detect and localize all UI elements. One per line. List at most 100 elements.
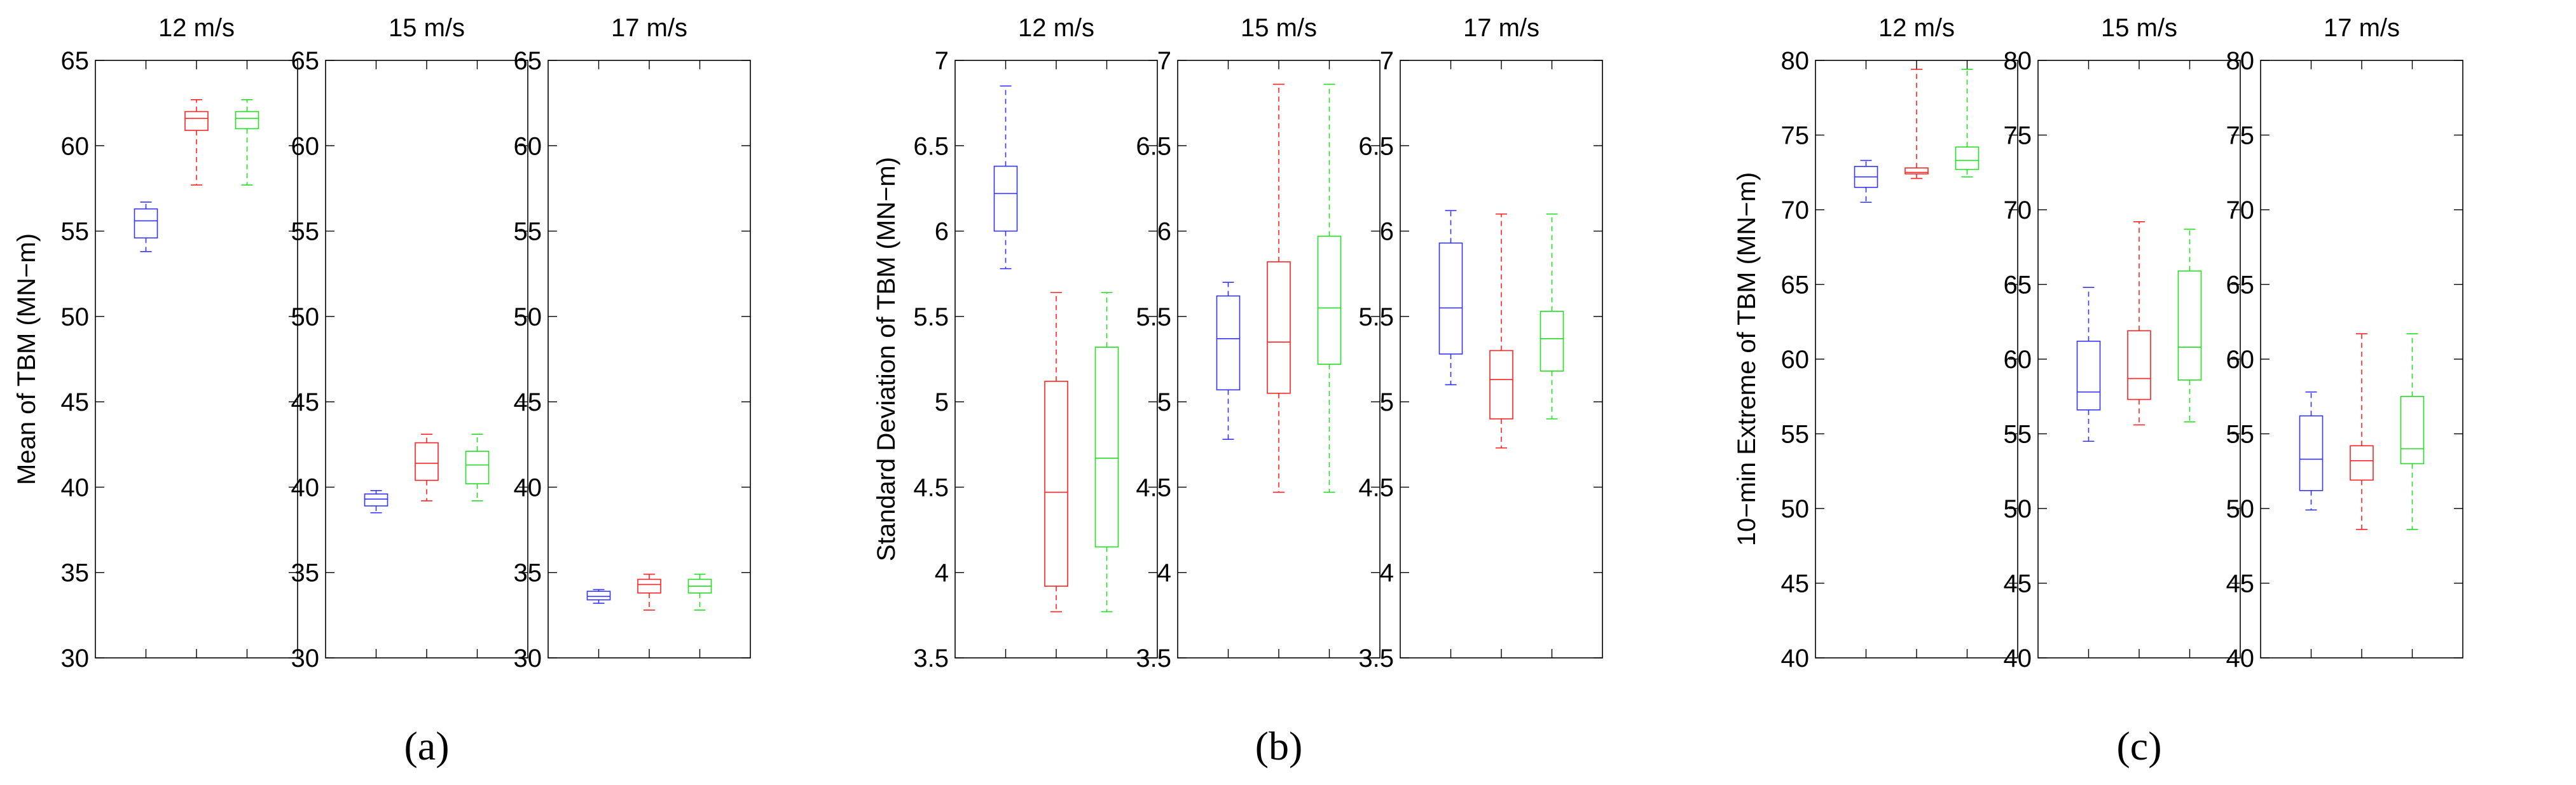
- y-tick-label: 65: [291, 47, 320, 75]
- y-tick-label: 7: [1157, 47, 1171, 75]
- y-tick-label: 80: [2226, 47, 2255, 75]
- y-tick-label: 40: [2004, 645, 2032, 672]
- y-tick-label: 40: [514, 474, 542, 502]
- box-1: [2299, 391, 2324, 511]
- box-1: [134, 201, 158, 252]
- figure-caption-b: (b): [1255, 723, 1303, 768]
- y-tick-label: 60: [2226, 346, 2255, 374]
- y-tick-label: 6.5: [913, 132, 949, 160]
- box-1: [1216, 282, 1241, 440]
- y-axis-label: Mean of TBM (MN−m): [13, 233, 41, 485]
- y-tick-label: 45: [2004, 570, 2032, 598]
- axes-frame: [2260, 60, 2463, 659]
- axes-frame: [2037, 60, 2241, 659]
- y-tick-label: 6: [1380, 218, 1394, 246]
- y-tick-label: 4.5: [913, 474, 949, 502]
- box-body: [1317, 235, 1342, 365]
- y-tick-label: 5: [1380, 388, 1394, 416]
- y-tick-label: 65: [2004, 271, 2032, 299]
- box-1: [1854, 160, 1878, 203]
- box-body: [184, 111, 209, 131]
- y-tick-label: 55: [2004, 421, 2032, 449]
- box-3: [235, 99, 259, 186]
- panel-c-2: 15 m/s 40 45 50 55 60 65 70 75 80: [2004, 14, 2241, 672]
- box-body: [134, 208, 158, 239]
- box-body: [1904, 167, 1929, 175]
- panel-title: 17 m/s: [2324, 14, 2400, 42]
- y-tick-label: 5.5: [1358, 303, 1394, 331]
- y-tick-label: 55: [2226, 421, 2255, 449]
- box-2: [637, 573, 661, 611]
- y-axis-label: 10−min Extreme of TBM (MN−m): [1733, 172, 1761, 546]
- box-3: [2400, 333, 2425, 530]
- y-tick-label: 65: [2226, 271, 2255, 299]
- y-tick-label: 5.5: [913, 303, 949, 331]
- box-body: [235, 111, 259, 130]
- y-tick-label: 30: [514, 645, 542, 672]
- box-body: [2299, 415, 2324, 491]
- panel-b-3: 17 m/s 3.5 4 4.5 5 5.5 6 6.5 7: [1358, 14, 1603, 672]
- box-3: [687, 573, 712, 611]
- y-tick-label: 75: [2226, 122, 2255, 150]
- y-tick-label: 70: [2226, 196, 2255, 224]
- y-tick-label: 3.5: [913, 645, 949, 672]
- y-tick-label: 60: [61, 132, 90, 160]
- box-2: [1044, 292, 1068, 613]
- box-2: [2127, 221, 2151, 426]
- y-tick-label: 7: [1380, 47, 1394, 75]
- panel-a-1: 12 m/s 30 35 40 45 50 55 60 65: [61, 14, 298, 672]
- box-body: [2076, 340, 2101, 411]
- y-tick-label: 65: [514, 47, 542, 75]
- y-tick-label: 50: [514, 303, 542, 331]
- y-tick-label: 5: [935, 388, 949, 416]
- box-body: [1489, 350, 1513, 420]
- figure-caption-c: (c): [2116, 723, 2161, 768]
- panel-a-2: 15 m/s 30 35 40 45 50 55 60 65: [291, 14, 528, 672]
- box-3: [1955, 69, 1980, 178]
- y-tick-label: 30: [291, 645, 320, 672]
- y-tick-label: 6.5: [1358, 132, 1394, 160]
- y-tick-label: 30: [61, 645, 90, 672]
- y-tick-label: 80: [1781, 47, 1810, 75]
- y-tick-label: 35: [291, 559, 320, 587]
- box-body: [364, 493, 389, 507]
- box-body: [2350, 445, 2374, 481]
- y-tick-label: 45: [2226, 570, 2255, 598]
- y-tick-label: 6.5: [1136, 132, 1171, 160]
- box-body: [2400, 395, 2425, 465]
- box-2: [1904, 69, 1929, 179]
- y-tick-label: 40: [1781, 645, 1810, 672]
- y-tick-label: 70: [2004, 196, 2032, 224]
- axes-frame: [1400, 60, 1603, 659]
- y-tick-label: 5.5: [1136, 303, 1171, 331]
- y-tick-label: 4.5: [1136, 474, 1171, 502]
- panel-b-2: 15 m/s 3.5 4 4.5 5 5.5 6 6.5 7: [1136, 14, 1381, 672]
- box-3: [1539, 213, 1564, 420]
- y-tick-label: 50: [61, 303, 90, 331]
- box-body: [1094, 346, 1119, 548]
- y-tick-label: 50: [291, 303, 320, 331]
- y-tick-label: 3.5: [1136, 645, 1171, 672]
- axes-frame: [548, 60, 751, 659]
- y-tick-label: 55: [61, 218, 90, 246]
- y-tick-label: 65: [1781, 271, 1810, 299]
- y-tick-label: 75: [2004, 122, 2032, 150]
- y-tick-label: 40: [291, 474, 320, 502]
- y-tick-label: 45: [291, 388, 320, 416]
- box-3: [1094, 292, 1119, 613]
- box-3: [2177, 228, 2202, 423]
- box-body: [465, 451, 490, 484]
- y-tick-label: 6: [1157, 218, 1171, 246]
- box-body: [1438, 242, 1463, 355]
- box-body: [415, 442, 439, 481]
- box-body: [993, 165, 1018, 232]
- box-body: [2127, 330, 2151, 400]
- y-tick-label: 60: [514, 132, 542, 160]
- panel-title: 17 m/s: [611, 14, 687, 42]
- y-tick-label: 50: [2226, 495, 2255, 523]
- y-tick-label: 45: [1781, 570, 1810, 598]
- box-body: [586, 590, 611, 601]
- y-tick-label: 75: [1781, 122, 1810, 150]
- y-tick-label: 60: [1781, 346, 1810, 374]
- panel-title: 17 m/s: [1463, 14, 1539, 42]
